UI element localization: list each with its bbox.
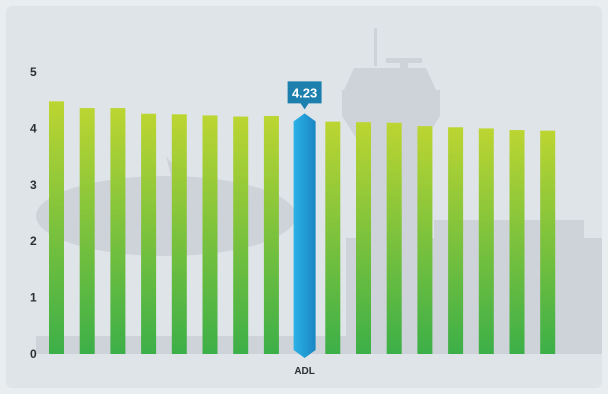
- highlight-callout: 4.23: [287, 81, 322, 110]
- bar: [356, 122, 371, 354]
- bar: [509, 130, 525, 354]
- bar-highlight: [293, 113, 316, 358]
- callout-value: 4.23: [292, 85, 317, 100]
- chart-panel: 0 1 2 3 4 5 ADL 4.23: [6, 6, 602, 388]
- bar: [202, 115, 218, 354]
- bar: [325, 121, 341, 354]
- category-label: ADL: [294, 366, 315, 377]
- y-tick-label: 2: [30, 234, 37, 248]
- bar: [448, 127, 464, 354]
- callout-box: [287, 81, 322, 110]
- bar-chart: 0 1 2 3 4 5 ADL 4.23: [30, 28, 602, 377]
- bar: [263, 115, 279, 354]
- y-tick-label: 0: [30, 347, 37, 361]
- y-axis: 0 1 2 3 4 5: [30, 65, 37, 361]
- bar: [49, 101, 64, 354]
- bar: [386, 122, 402, 354]
- bar: [540, 130, 556, 354]
- y-tick-label: 5: [30, 65, 37, 79]
- bar: [79, 108, 95, 354]
- bar: [478, 128, 494, 354]
- bar: [141, 113, 157, 355]
- bar: [233, 116, 249, 354]
- bar: [171, 114, 187, 354]
- y-tick-label: 3: [30, 178, 37, 192]
- category-labels: ADL: [294, 366, 315, 377]
- y-tick-label: 1: [30, 291, 37, 305]
- bars: [49, 101, 556, 358]
- y-tick-label: 4: [30, 121, 37, 135]
- bar: [110, 108, 126, 354]
- bar: [417, 126, 433, 354]
